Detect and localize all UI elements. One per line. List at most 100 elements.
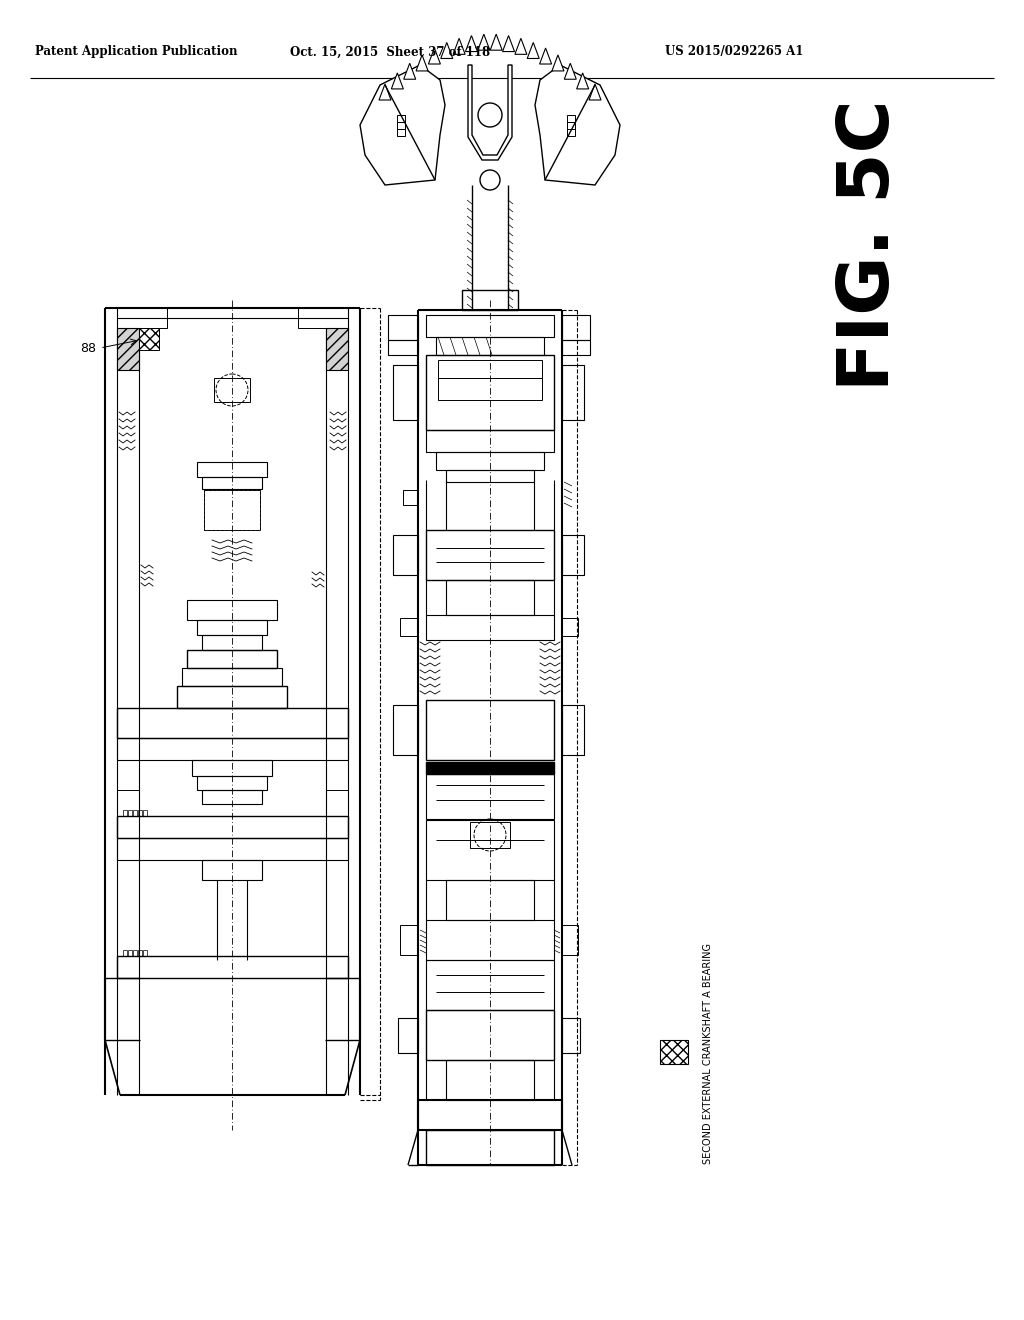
Bar xyxy=(436,337,544,355)
Bar xyxy=(326,760,348,789)
Bar xyxy=(426,774,554,818)
Bar xyxy=(197,462,267,477)
Bar xyxy=(393,705,418,755)
Bar xyxy=(138,950,142,956)
Bar xyxy=(326,327,348,370)
Text: Oct. 15, 2015  Sheet 37 of 118: Oct. 15, 2015 Sheet 37 of 118 xyxy=(290,45,490,58)
Bar xyxy=(446,880,534,920)
Bar xyxy=(388,315,418,341)
Bar xyxy=(418,1100,562,1130)
Bar xyxy=(202,861,262,880)
Bar xyxy=(204,490,260,531)
Polygon shape xyxy=(391,73,403,88)
Polygon shape xyxy=(490,34,502,50)
Bar xyxy=(562,535,584,576)
Bar xyxy=(446,579,534,615)
Bar xyxy=(202,477,262,488)
Polygon shape xyxy=(416,55,428,71)
Text: FIG. 5C: FIG. 5C xyxy=(836,99,904,391)
Polygon shape xyxy=(589,84,601,100)
Bar xyxy=(426,1010,554,1060)
Bar xyxy=(204,490,260,531)
Bar xyxy=(193,760,272,776)
Polygon shape xyxy=(535,65,620,185)
Circle shape xyxy=(480,170,500,190)
Bar xyxy=(393,366,418,420)
Bar xyxy=(117,738,348,760)
Bar xyxy=(298,308,348,327)
Bar xyxy=(128,950,132,956)
Bar xyxy=(117,838,348,861)
Bar xyxy=(470,822,510,847)
Polygon shape xyxy=(503,36,514,51)
Bar xyxy=(426,1130,554,1166)
Polygon shape xyxy=(478,34,489,50)
Text: 88: 88 xyxy=(80,342,96,355)
Bar xyxy=(562,925,578,954)
Text: SECOND EXTERNAL CRANKSHAFT A BEARING: SECOND EXTERNAL CRANKSHAFT A BEARING xyxy=(703,944,713,1164)
Bar xyxy=(177,686,287,708)
Bar xyxy=(426,355,554,430)
Bar xyxy=(660,1040,688,1064)
Polygon shape xyxy=(468,65,512,160)
Bar xyxy=(214,378,250,403)
Text: Patent Application Publication: Patent Application Publication xyxy=(35,45,238,58)
Bar xyxy=(117,956,348,978)
Bar xyxy=(562,366,584,420)
Bar xyxy=(426,430,554,451)
Bar xyxy=(562,618,578,636)
Text: US 2015/0292265 A1: US 2015/0292265 A1 xyxy=(665,45,804,58)
Bar xyxy=(117,308,167,327)
Bar xyxy=(446,470,534,482)
Bar xyxy=(562,1018,580,1053)
Bar xyxy=(397,121,406,129)
Bar xyxy=(138,810,142,816)
Bar xyxy=(133,810,137,816)
Bar xyxy=(393,535,418,576)
Bar xyxy=(143,810,147,816)
Bar xyxy=(388,341,418,355)
Polygon shape xyxy=(527,42,540,58)
Bar xyxy=(562,315,590,341)
Bar xyxy=(567,115,575,121)
Bar xyxy=(438,378,542,400)
Polygon shape xyxy=(440,42,453,58)
Polygon shape xyxy=(552,55,564,71)
Polygon shape xyxy=(564,63,577,79)
Bar xyxy=(426,531,554,579)
Bar xyxy=(187,649,278,668)
Bar xyxy=(398,1018,418,1053)
Bar xyxy=(133,950,137,956)
Bar xyxy=(202,635,262,649)
Bar xyxy=(197,620,267,635)
Bar xyxy=(139,327,159,350)
Polygon shape xyxy=(360,65,445,185)
Polygon shape xyxy=(453,38,465,54)
Bar xyxy=(202,789,262,804)
Circle shape xyxy=(478,103,502,127)
Bar xyxy=(143,950,147,956)
Bar xyxy=(403,490,418,506)
Bar xyxy=(562,341,590,355)
Polygon shape xyxy=(379,84,391,100)
Bar xyxy=(436,451,544,470)
Bar xyxy=(117,816,348,838)
Bar xyxy=(117,760,139,789)
Bar xyxy=(128,810,132,816)
Bar xyxy=(397,129,406,136)
Bar xyxy=(117,708,348,738)
Bar xyxy=(567,129,575,136)
Bar xyxy=(426,762,554,774)
Bar xyxy=(397,115,406,121)
Bar xyxy=(426,820,554,880)
Bar xyxy=(426,315,554,337)
Bar xyxy=(123,950,127,956)
Polygon shape xyxy=(403,63,416,79)
Bar xyxy=(462,290,518,310)
Bar xyxy=(400,618,418,636)
Bar xyxy=(438,360,542,378)
Bar xyxy=(187,601,278,620)
Polygon shape xyxy=(540,48,552,63)
Bar xyxy=(426,960,554,1010)
Polygon shape xyxy=(466,36,477,51)
